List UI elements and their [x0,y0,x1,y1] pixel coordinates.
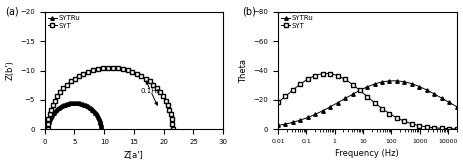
SYT [46,118,51,120]
SYTRu [306,116,312,118]
Line: SYT: SYT [275,71,458,131]
SYT [68,81,73,82]
SYT [50,104,56,106]
SYT [45,123,50,125]
Y-axis label: Theta: Theta [238,59,247,82]
SYT [160,95,165,97]
SYT [138,75,144,77]
SYTRu [380,81,385,83]
SYT [169,118,174,120]
SYT [157,91,163,93]
SYT [394,117,400,119]
Legend: SYTRu, SYT: SYTRu, SYT [47,14,81,30]
SYTRu [45,128,50,130]
SYTRu [320,109,326,111]
SYT [55,95,60,97]
SYT [320,73,326,75]
SYT [52,99,57,101]
SYT [47,114,52,116]
SYT [48,109,54,111]
Text: 0.1Hz: 0.1Hz [140,88,160,94]
SYT [164,104,170,106]
SYT [380,109,386,111]
Text: (b): (b) [242,6,256,16]
SYT [163,99,168,101]
SYTRu [453,106,458,108]
Legend: SYTRu, SYT: SYTRu, SYT [280,14,314,30]
SYTRu [87,107,93,109]
SYTRu [67,102,72,104]
Text: (a): (a) [6,6,19,16]
SYTRu [275,124,280,126]
Line: SYTRu: SYTRu [46,101,103,131]
SYT [168,114,173,116]
SYT [90,69,95,71]
Line: SYT: SYT [45,65,175,132]
SYTRu [81,103,86,105]
SYT [129,71,135,73]
SYT [115,67,120,69]
SYT [45,128,50,130]
X-axis label: Frequency (Hz): Frequency (Hz) [335,149,398,158]
SYTRu [409,83,415,85]
SYT [100,67,105,69]
SYTRu [71,102,76,104]
SYT [154,87,159,89]
SYT [76,75,81,77]
X-axis label: Z[a']: Z[a'] [124,150,144,159]
SYT [323,72,328,74]
SYT [409,123,415,125]
SYT [169,123,175,125]
SYTRu [394,80,400,82]
SYT [95,68,100,70]
SYT [64,84,69,86]
SYT [147,81,152,82]
SYTRu [81,104,87,106]
Y-axis label: Z(b'): Z(b') [6,61,14,81]
SYT [105,67,110,69]
SYT [85,71,91,73]
SYT [57,91,63,93]
SYTRu [97,120,102,122]
SYT [72,78,77,80]
Line: SYTRu: SYTRu [275,79,457,127]
SYT [356,89,361,91]
SYT [119,68,125,70]
SYT [125,69,130,71]
SYT [81,73,86,75]
SYT [169,128,175,130]
SYT [110,67,115,69]
SYT [453,128,458,130]
SYTRu [390,80,395,82]
SYT [143,78,148,80]
SYT [134,73,139,75]
SYTRu [355,90,361,92]
SYTRu [84,105,90,107]
SYT [306,77,312,79]
SYTRu [98,128,104,130]
SYT [61,87,66,89]
SYT [166,109,172,111]
SYT [275,101,280,103]
SYT [150,84,156,86]
